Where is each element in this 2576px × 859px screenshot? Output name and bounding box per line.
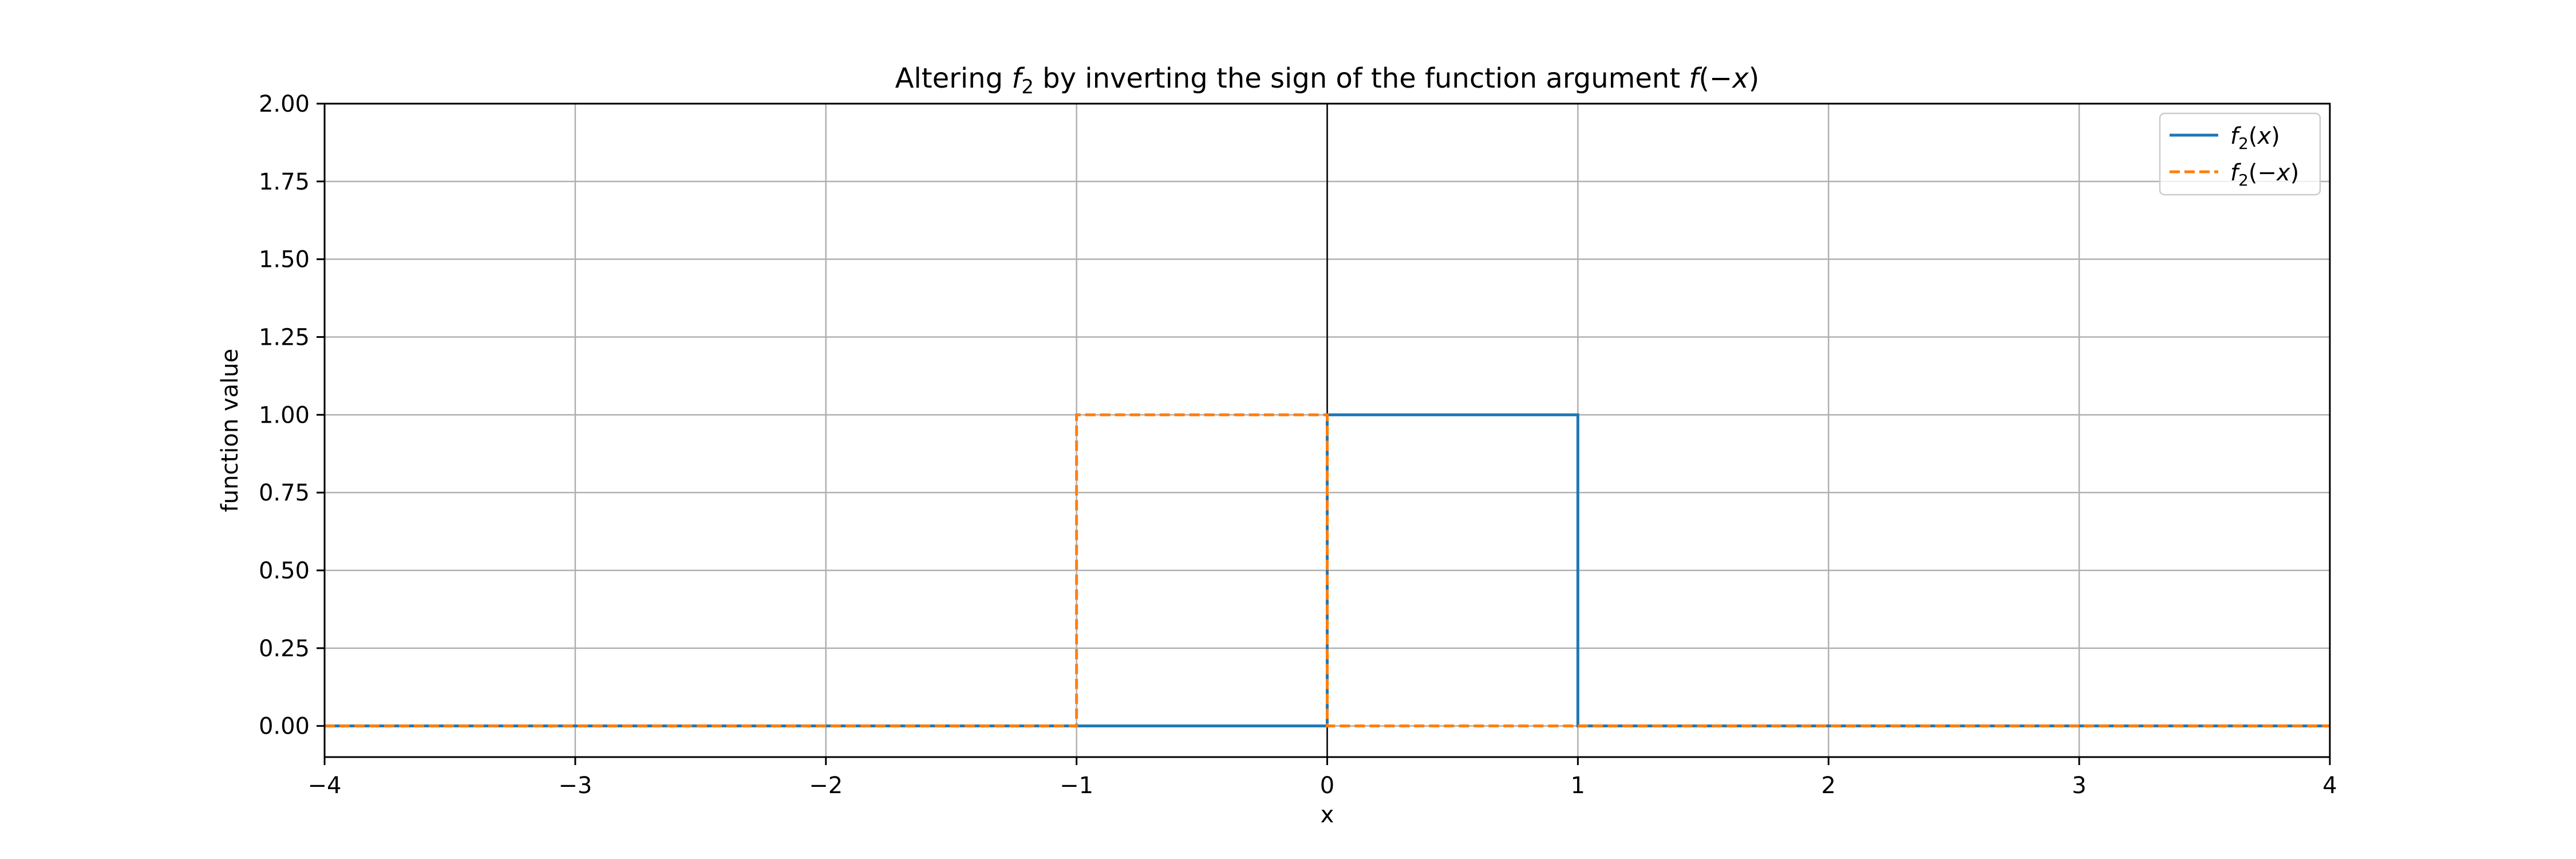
title-func-sub: 2 xyxy=(1021,76,1034,98)
title-arg-paren: (− xyxy=(1698,62,1732,94)
x-axis-label: x xyxy=(1321,802,1334,828)
x-tick-label: 2 xyxy=(1822,773,1836,799)
y-tick-label: 1.50 xyxy=(259,247,310,273)
x-tick-label: 0 xyxy=(1320,773,1334,799)
x-tick-label: −4 xyxy=(308,773,342,799)
y-axis-label: function value xyxy=(217,349,243,512)
y-tick-label: 0.25 xyxy=(259,636,310,662)
y-tick-label: 1.75 xyxy=(259,169,310,195)
series-line-1 xyxy=(325,413,2330,728)
legend-0-var: x xyxy=(2257,123,2271,149)
title-prefix: Altering xyxy=(895,62,1012,94)
chart-title: Altering f2 by inverting the sign of the… xyxy=(895,62,1760,98)
y-tick-label: 0.00 xyxy=(259,714,310,740)
y-tick-label: 2.00 xyxy=(259,91,310,117)
series-layer xyxy=(325,413,2330,728)
x-tick-label: −2 xyxy=(809,773,843,799)
legend-label-f2-x: f2(x) xyxy=(2230,123,2280,153)
x-tick-label: 1 xyxy=(1571,773,1585,799)
legend-1-open: (− xyxy=(2249,160,2277,186)
legend-0-sub: 2 xyxy=(2238,134,2249,153)
legend-1-close: ) xyxy=(2290,160,2300,186)
y-tick-label: 1.00 xyxy=(259,402,310,428)
title-arg-var: x xyxy=(1731,62,1749,94)
legend-0-close: ) xyxy=(2271,123,2280,149)
title-middle: by inverting the sign of the function ar… xyxy=(1034,62,1689,94)
title-arg-close: ) xyxy=(1749,62,1760,94)
y-axis-ticks: 0.00 0.25 0.50 0.75 1.00 1.25 1.50 1.75 2.00 xyxy=(259,91,325,740)
x-tick-label: 3 xyxy=(2072,773,2086,799)
x-tick-label: −3 xyxy=(558,773,592,799)
x-tick-label: −1 xyxy=(1060,773,1093,799)
y-tick-label: 0.75 xyxy=(259,480,310,506)
y-tick-label: 1.25 xyxy=(259,325,310,351)
y-tick-label: 0.50 xyxy=(259,558,310,584)
legend-1-sub: 2 xyxy=(2238,171,2249,190)
legend-1-var: x xyxy=(2275,160,2290,186)
legend-0-open: ( xyxy=(2249,123,2258,149)
x-tick-label: 4 xyxy=(2322,773,2337,799)
x-axis-ticks: −4 −3 −2 −1 0 1 2 3 4 xyxy=(308,757,2337,799)
legend: f2(x) f2(−x) xyxy=(2159,112,2321,196)
legend-label-f2-neg-x: f2(−x) xyxy=(2230,160,2299,190)
